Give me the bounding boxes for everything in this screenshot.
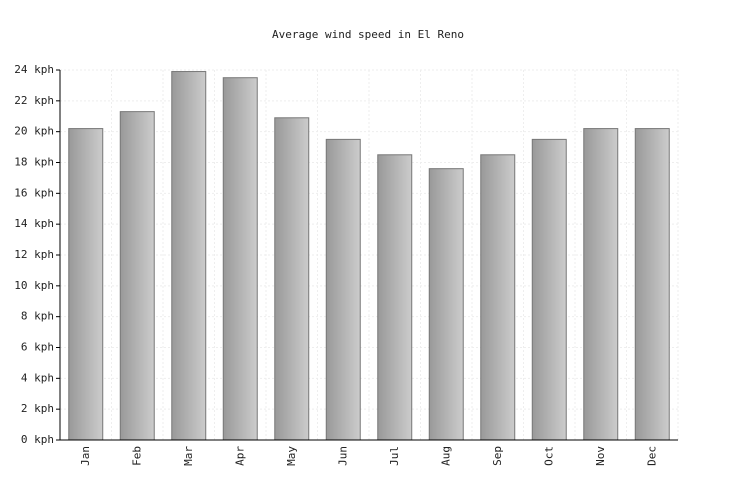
bar: [274, 117, 310, 441]
y-tick-label: 14 kph: [14, 217, 54, 230]
bar: [634, 128, 670, 441]
x-tick-label: Oct: [542, 446, 555, 466]
bar: [583, 128, 619, 441]
x-tick-label: Dec: [645, 446, 658, 466]
x-tick-label: Aug: [439, 446, 452, 466]
y-tick-label: 18 kph: [14, 156, 54, 169]
x-tick-label: Mar: [182, 446, 195, 466]
y-tick-label: 6 kph: [21, 341, 54, 354]
x-tick-label: Sep: [491, 446, 504, 466]
x-tick-label: Apr: [233, 446, 246, 466]
bar: [171, 71, 207, 441]
y-tick-label: 8 kph: [21, 310, 54, 323]
x-tick-label: May: [285, 446, 298, 466]
y-tick-label: 0 kph: [21, 433, 54, 446]
y-tick-label: 2 kph: [21, 402, 54, 415]
y-tick-label: 20 kph: [14, 125, 54, 138]
y-tick-label: 10 kph: [14, 279, 54, 292]
y-tick-label: 24 kph: [14, 63, 54, 76]
bar: [68, 128, 104, 441]
y-tick-label: 4 kph: [21, 371, 54, 384]
bar: [325, 138, 361, 441]
bar: [222, 77, 258, 441]
y-tick-label: 22 kph: [14, 94, 54, 107]
x-tick-label: Jun: [336, 446, 349, 466]
bar: [531, 138, 567, 441]
x-tick-label: Jul: [388, 446, 401, 466]
bar: [480, 154, 516, 441]
bar: [119, 111, 155, 441]
x-tick-label: Jan: [79, 446, 92, 466]
x-tick-label: Nov: [594, 446, 607, 466]
y-tick-label: 16 kph: [14, 186, 54, 199]
bar: [428, 168, 464, 441]
x-tick-label: Feb: [130, 446, 143, 466]
chart-title: Average wind speed in El Reno: [272, 28, 464, 41]
y-tick-label: 12 kph: [14, 248, 54, 261]
bar: [377, 154, 413, 441]
